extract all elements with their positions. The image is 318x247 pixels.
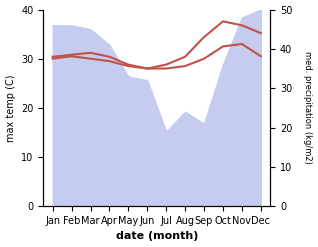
- Y-axis label: med. precipitation (kg/m2): med. precipitation (kg/m2): [303, 51, 313, 164]
- Y-axis label: max temp (C): max temp (C): [5, 74, 16, 142]
- X-axis label: date (month): date (month): [115, 231, 198, 242]
